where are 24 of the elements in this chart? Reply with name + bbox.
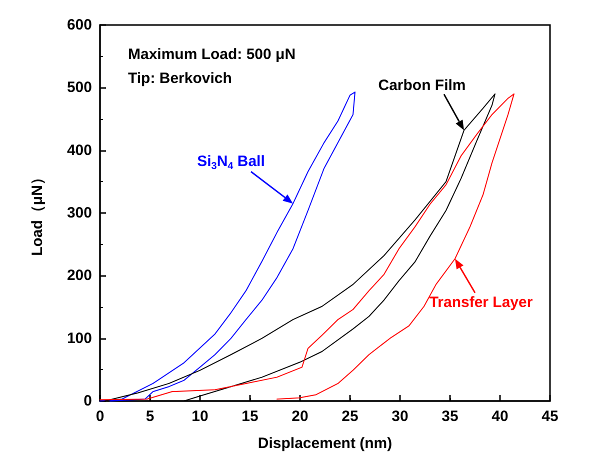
y-tick-label: 500 (66, 79, 92, 96)
x-tick-label: 25 (342, 408, 358, 425)
x-tick-label: 35 (442, 408, 458, 425)
y-tick-label: 0 (84, 392, 92, 410)
y-tick-label: 600 (66, 16, 92, 34)
x-axis-title: Displacement (nm) (258, 435, 392, 452)
annotation: Tip: Berkovich (128, 70, 232, 87)
y-tick-label: 100 (66, 330, 92, 347)
x-tick-label: 30 (392, 408, 408, 425)
x-tick-label: 15 (242, 408, 258, 425)
x-tick-label: 0 (96, 408, 104, 425)
annotation: Transfer Layer (429, 294, 533, 312)
x-tick-label: 5 (146, 408, 154, 425)
x-tick-label: 10 (192, 408, 208, 425)
y-tick-label: 400 (66, 142, 92, 159)
y-axis-title: Load（μN） (29, 170, 46, 256)
x-tick-label: 20 (292, 408, 308, 425)
y-tick-label: 200 (66, 267, 92, 284)
annotation: Carbon Film (378, 76, 466, 94)
x-tick-label: 40 (492, 408, 508, 425)
annotation: Maximum Load: 500 μN (128, 46, 296, 63)
x-tick-label: 45 (542, 408, 558, 425)
line-series (100, 92, 356, 402)
y-tick-label: 300 (66, 204, 92, 222)
